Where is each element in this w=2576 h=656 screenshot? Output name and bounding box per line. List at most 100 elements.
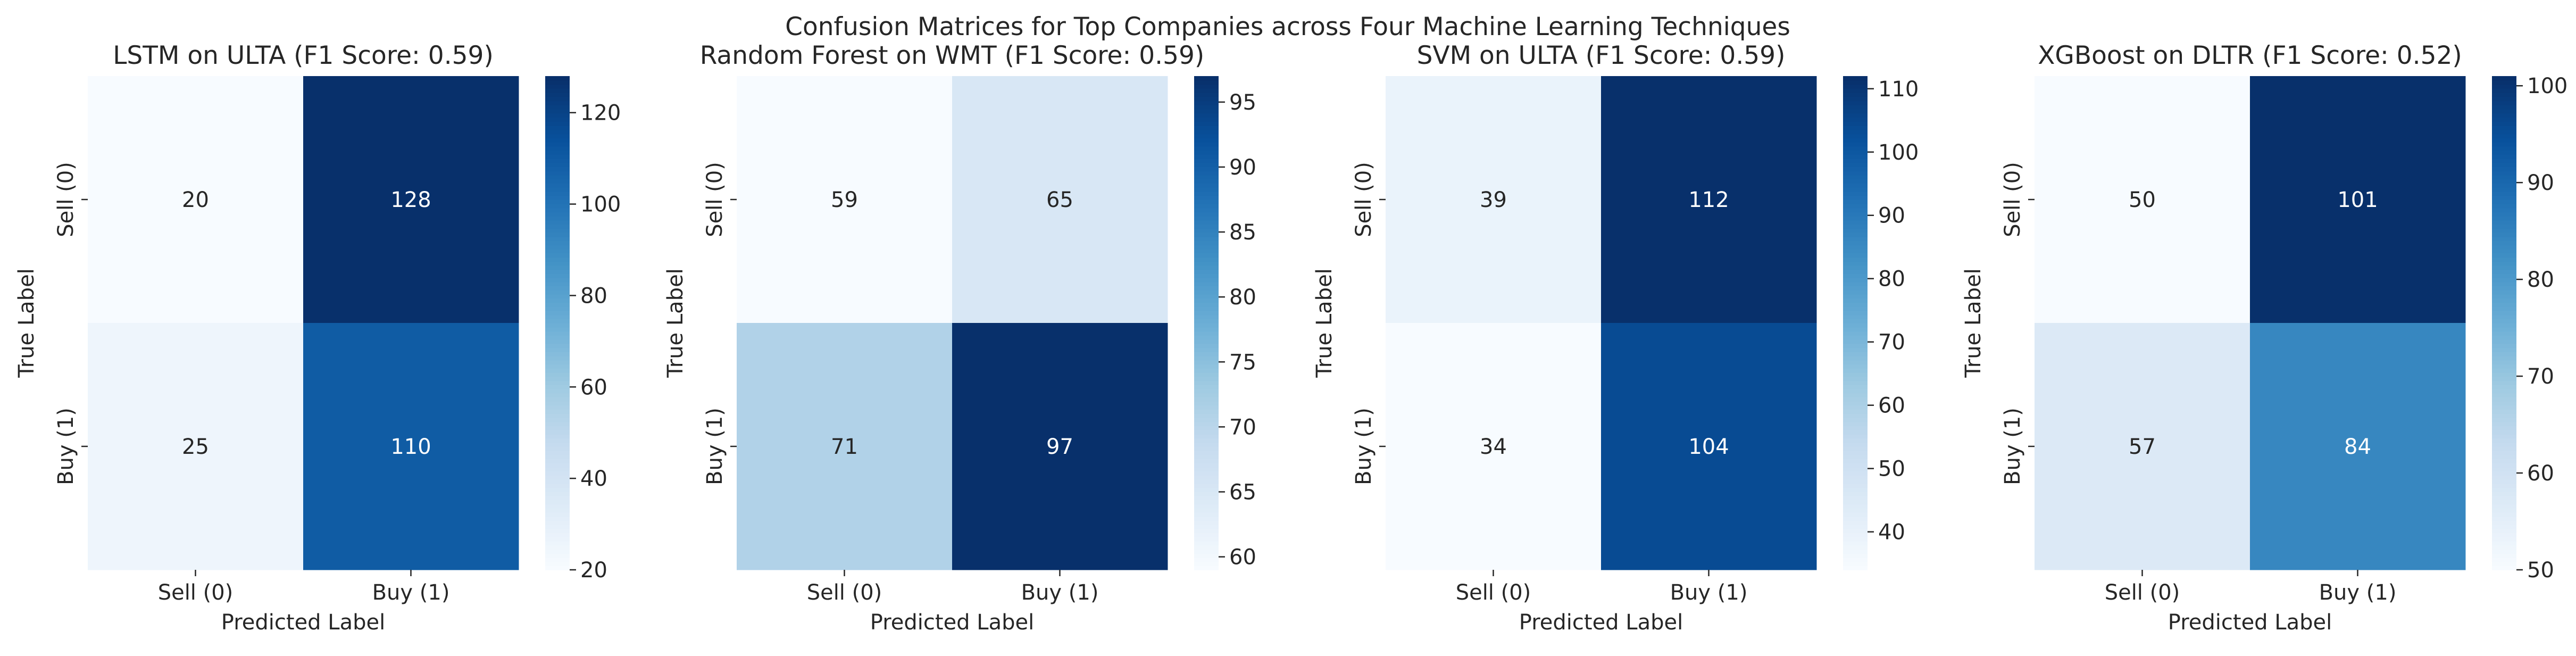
colorbar-gradient-step [1843,265,1868,270]
colorbar-gradient-step [545,191,570,196]
colorbar-gradient-step [1194,200,1219,204]
colorbar-gradient-step [1843,248,1868,254]
x-axis-label: Predicted Label [1519,610,1683,635]
colorbar-gradient-step [2492,290,2516,295]
colorbar-gradient-step [2492,245,2516,250]
colorbar-gradient-step [1843,109,1868,114]
colorbar-gradient-step [545,129,570,135]
colorbar-gradient-step [545,76,570,81]
colorbar-gradient-step [2492,355,2516,361]
colorbar-gradient-step [1843,158,1868,163]
colorbar-gradient-step [545,253,570,258]
colorbar-gradient-step [2492,401,2516,406]
y-axis-label: True Label [663,268,688,378]
colorbar-gradient-step [1194,393,1219,397]
colorbar-gradient-step [2492,248,2516,254]
colorbar-gradient-step [1843,212,1868,217]
colorbar-gradient-step [1194,175,1219,180]
colorbar-gradient-step [1194,232,1219,237]
y-tick-label: Sell (0) [2000,162,2025,237]
colorbar-gradient-step [2492,113,2516,118]
colorbar-tick-label: 90 [2527,171,2554,195]
cell-value-label: 34 [1480,435,1507,459]
y-tick-label: Sell (0) [1352,162,1376,237]
colorbar-gradient-step [2492,467,2516,472]
colorbar-gradient-step [1843,310,1868,315]
colorbar-gradient-step [2492,339,2516,344]
colorbar-gradient-step [1843,413,1868,418]
colorbar-gradient-step [2492,84,2516,89]
colorbar-gradient-step [1194,195,1219,200]
colorbar-gradient-step [1194,228,1219,233]
colorbar-gradient-step [1194,417,1219,422]
colorbar-gradient-step [545,549,570,554]
colorbar-gradient-step [545,200,570,204]
colorbar-gradient-step [2492,397,2516,402]
heatmap-cell [2035,76,2250,323]
colorbar-gradient-step [1843,446,1868,451]
colorbar-gradient-step [1194,364,1219,369]
colorbar-gradient-step [1843,167,1868,171]
heatmap-cell [952,323,1168,570]
colorbar-gradient-step [1843,376,1868,381]
colorbar-gradient-step [1843,372,1868,377]
colorbar-gradient-step [1194,450,1219,455]
colorbar-gradient-step [1194,265,1219,270]
colorbar-gradient-step [1843,84,1868,89]
colorbar-gradient-step [2492,347,2516,352]
colorbar-gradient-step [545,113,570,118]
colorbar-gradient-step [1194,253,1219,258]
colorbar-gradient-step [1843,191,1868,196]
colorbar-gradient-step [2492,459,2516,463]
x-axis-label: Predicted Label [2168,610,2332,635]
cell-value-label: 97 [1046,435,1073,459]
colorbar-gradient-step [2492,109,2516,114]
colorbar-gradient-step [1194,191,1219,196]
colorbar-gradient-step [545,475,570,480]
colorbar-gradient-step [1194,426,1219,430]
colorbar-gradient-step [1843,566,1868,570]
colorbar-gradient-step [1843,298,1868,303]
colorbar-gradient-step [1843,533,1868,537]
colorbar-gradient-step [545,286,570,290]
colorbar-gradient-step [2492,101,2516,105]
heatmap-cell [88,76,304,323]
colorbar-gradient-step [545,314,570,320]
colorbar-gradient-step [1843,269,1868,274]
colorbar-gradient-step [1194,146,1219,151]
colorbar-gradient-step [1194,343,1219,348]
colorbar-gradient-step [2492,479,2516,484]
colorbar-gradient-step [545,339,570,344]
colorbar-gradient-step [2492,183,2516,188]
colorbar-gradient-step [1194,80,1219,85]
colorbar-gradient-step [2492,471,2516,476]
colorbar-gradient-step [545,207,570,212]
colorbar-gradient-step [2492,487,2516,492]
colorbar-gradient-step [545,471,570,476]
colorbar-gradient-step [545,138,570,143]
colorbar-gradient-step [1194,129,1219,135]
colorbar-gradient-step [2492,388,2516,394]
colorbar-gradient-step [2492,327,2516,332]
y-tick-label: Buy (1) [2000,408,2025,485]
colorbar-gradient-step [2492,442,2516,447]
colorbar-gradient-step [2492,138,2516,143]
y-tick-label: Buy (1) [703,408,727,485]
colorbar-gradient-step [545,294,570,299]
colorbar-gradient-step [545,434,570,439]
colorbar-gradient-step [1843,113,1868,118]
colorbar-gradient-step [2492,331,2516,336]
colorbar-gradient-step [545,228,570,233]
colorbar-gradient-step [1194,401,1219,406]
colorbar-gradient-step [545,319,570,323]
colorbar-gradient-step [1194,380,1219,385]
colorbar-gradient-step [1843,401,1868,406]
colorbar-gradient-step [2492,323,2516,328]
colorbar-gradient-step [2492,167,2516,171]
colorbar-gradient-step [2492,462,2516,468]
colorbar-gradient-step [1194,335,1219,340]
colorbar-gradient-step [1843,364,1868,369]
cell-value-label: 20 [182,188,209,212]
colorbar-gradient-step [1194,117,1219,122]
colorbar-gradient-step [2492,146,2516,151]
